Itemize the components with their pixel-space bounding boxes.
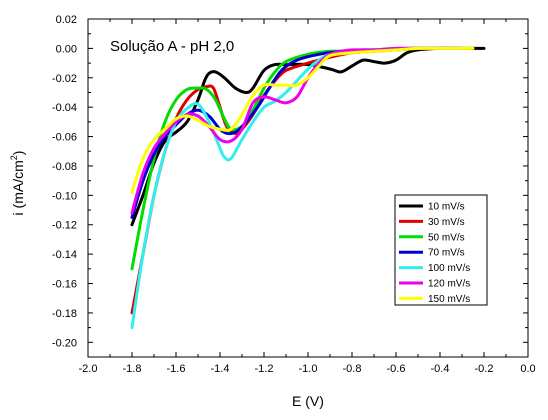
- legend-label-70-mv-s: 70 mV/s: [428, 248, 465, 259]
- y-tick-label: -0.08: [52, 161, 77, 173]
- y-tick-label: -0.10: [52, 190, 77, 202]
- legend-label-150-mv-s: 150 mV/s: [428, 294, 470, 305]
- series-line-10-mv-s: [130, 46, 486, 227]
- x-tick-label: -1.8: [123, 363, 142, 375]
- x-tick-label: -1.4: [211, 363, 230, 375]
- y-tick-label: -0.20: [52, 337, 77, 349]
- legend-label-30-mv-s: 30 mV/s: [428, 217, 465, 228]
- x-tick-label: -1.0: [299, 363, 318, 375]
- x-tick-label: -2.0: [79, 363, 98, 375]
- x-tick-label: 0.0: [520, 363, 535, 375]
- y-tick-label: -0.04: [52, 102, 77, 114]
- y-tick-label: -0.18: [52, 308, 77, 320]
- legend: 10 mV/s 30 mV/s 50 mV/s 70 mV/s 100 mV/s 120 …: [394, 194, 488, 306]
- y-tick-label: -0.16: [52, 279, 77, 291]
- legend-label-10-mv-s: 10 mV/s: [428, 202, 465, 213]
- x-tick-label: -0.4: [431, 363, 450, 375]
- series-line-150-mv-s: [130, 46, 475, 194]
- legend-box: [394, 194, 488, 306]
- x-tick-label: -0.2: [475, 363, 494, 375]
- y-tick-label: -0.14: [52, 249, 77, 261]
- y-axis-title: i (mA/cm2): [9, 151, 26, 216]
- series-line-120-mv-s: [130, 46, 464, 215]
- y-tick-label: -0.02: [52, 73, 77, 85]
- legend-label-50-mv-s: 50 mV/s: [428, 232, 465, 243]
- legend-label-100-mv-s: 100 mV/s: [428, 263, 470, 274]
- y-axis: 0.02 0.00 -0.02 -0.04 -0.06 -0.08 -0.10 -0.12 -0…: [52, 14, 528, 349]
- chart-annotation: Solução A - pH 2,0: [110, 38, 234, 55]
- x-tick-label: -0.8: [343, 363, 362, 375]
- series-line-70-mv-s: [130, 46, 453, 219]
- y-tick-label: 0.02: [56, 14, 77, 26]
- x-tick-label: -1.2: [255, 363, 274, 375]
- x-axis: -2.0 -1.8 -1.6 -1.4 -1.2 -1.0 -0.8 -0.6 -0.4 -0.2…: [79, 19, 536, 375]
- x-tick-label: -1.6: [167, 363, 186, 375]
- x-axis-title: E (V): [292, 393, 324, 409]
- y-tick-label: -0.06: [52, 132, 77, 144]
- series-group: [130, 46, 486, 330]
- x-tick-label: -0.6: [387, 363, 406, 375]
- y-axis-title-sup: 2: [9, 155, 19, 160]
- legend-label-120-mv-s: 120 mV/s: [428, 279, 470, 290]
- y-axis-title-close: ): [10, 151, 26, 156]
- y-tick-label: 0.00: [56, 43, 77, 55]
- y-axis-title-main: i (mA/cm: [10, 160, 26, 215]
- y-tick-label: -0.12: [52, 220, 77, 232]
